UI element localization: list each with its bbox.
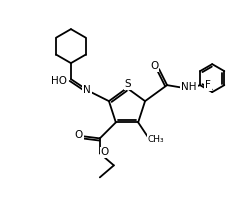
Text: S: S [125,79,131,89]
Text: O: O [101,147,109,157]
Text: CH₃: CH₃ [148,135,165,144]
Text: O: O [150,61,158,71]
Text: O: O [75,130,83,140]
Text: F: F [205,80,211,90]
Text: HO: HO [51,76,67,86]
Text: N: N [83,85,91,95]
Text: NH: NH [181,82,197,92]
